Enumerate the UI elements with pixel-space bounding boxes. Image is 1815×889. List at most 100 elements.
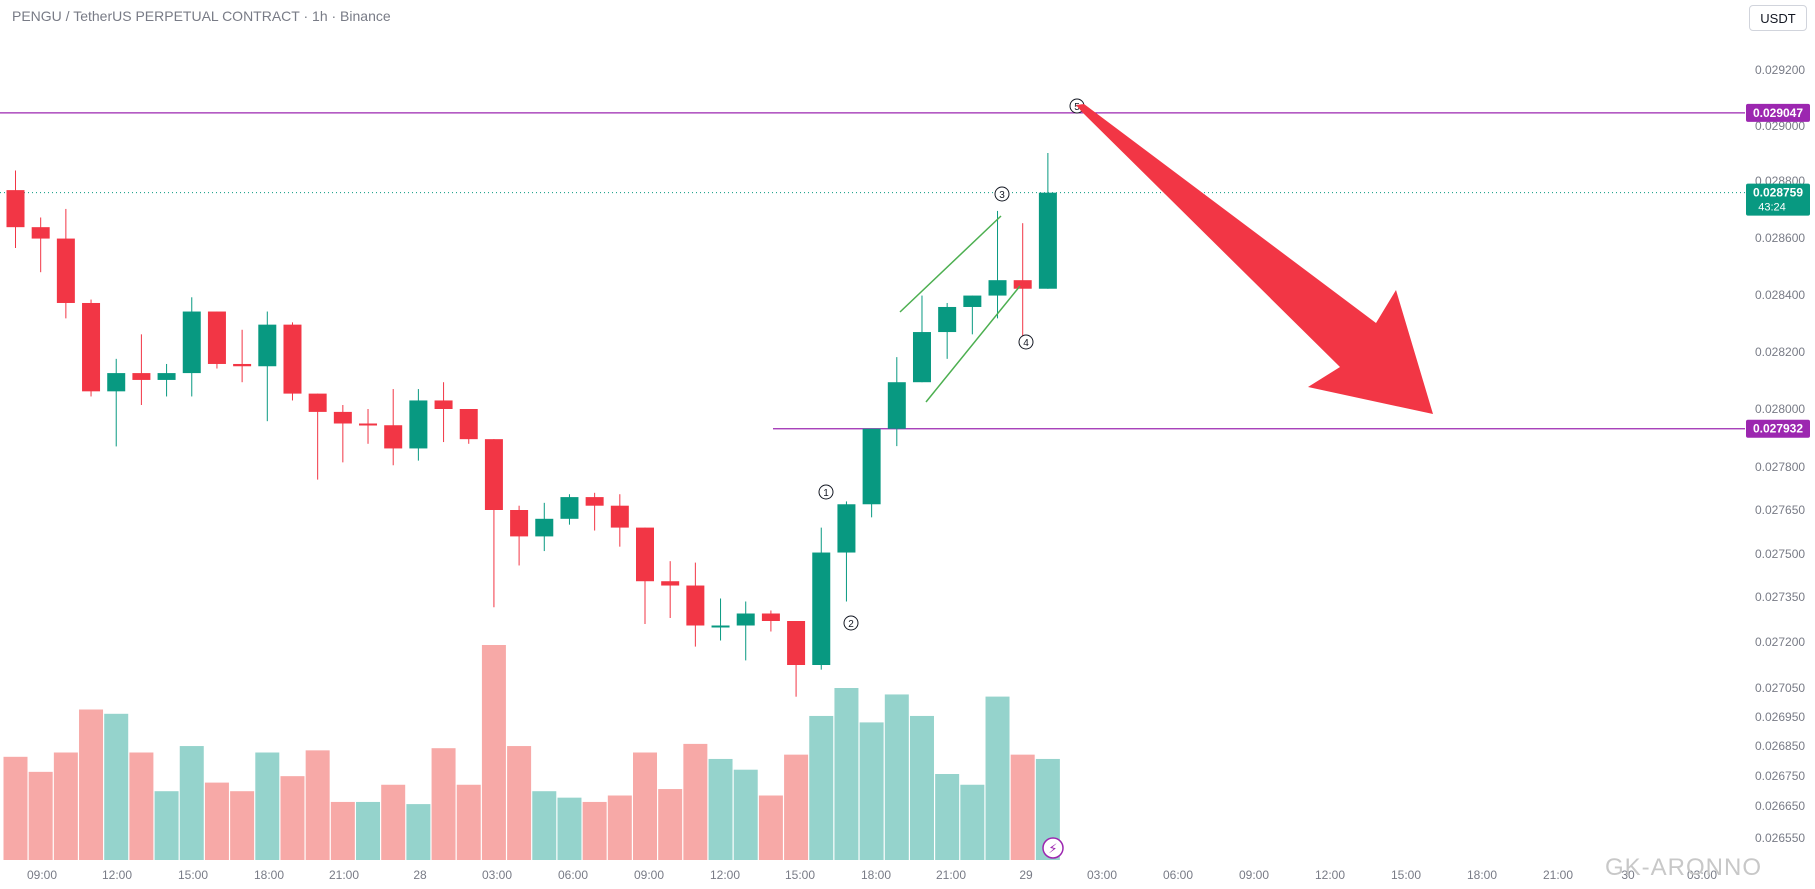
price-tick-label: 0.028000 — [1755, 402, 1805, 416]
time-tick-label: 29 — [1019, 868, 1033, 882]
candle-body[interactable] — [837, 504, 856, 553]
price-tick-label: 0.026750 — [1755, 769, 1805, 783]
candle-body[interactable] — [1038, 192, 1057, 289]
price-tick-label: 0.029000 — [1755, 119, 1805, 133]
candle-body[interactable] — [82, 302, 101, 392]
candle-body[interactable] — [585, 497, 604, 506]
candle-body[interactable] — [308, 393, 327, 412]
wave-label: 5 — [1074, 102, 1080, 113]
wave-label-circle[interactable] — [843, 615, 859, 631]
wave-label-circle[interactable] — [1018, 334, 1034, 350]
candle-body[interactable] — [988, 280, 1007, 296]
candle-body[interactable] — [6, 190, 25, 228]
volume-bar — [683, 743, 708, 860]
volume-bar — [381, 784, 406, 860]
support-price-label-bg — [1746, 419, 1810, 438]
volume-bar — [431, 748, 456, 860]
candle-body[interactable] — [359, 423, 378, 426]
time-tick-label: 03:00 — [1687, 868, 1717, 882]
candle-body[interactable] — [560, 497, 579, 519]
volume-bar — [179, 746, 204, 860]
time-tick-label: 06:00 — [1163, 868, 1193, 882]
watermark-text: GK-ARONNO — [1605, 854, 1763, 881]
candle-body[interactable] — [787, 621, 806, 665]
price-tick-label: 0.028600 — [1755, 231, 1805, 245]
time-tick-label: 18:00 — [1467, 868, 1497, 882]
volume-bar — [129, 752, 154, 860]
volume-bar — [909, 715, 934, 860]
lightning-icon-circle[interactable] — [1042, 837, 1064, 859]
volume-bar — [532, 791, 557, 860]
volume-bar — [230, 791, 255, 860]
chart-title: PENGU / TetherUS PERPETUAL CONTRACT · 1h… — [12, 8, 391, 24]
price-tick-label: 0.027500 — [1755, 547, 1805, 561]
volume-bar — [3, 756, 28, 860]
candle-body[interactable] — [761, 613, 780, 622]
price-tick-label: 0.028400 — [1755, 288, 1805, 302]
candle-body[interactable] — [711, 625, 730, 628]
volume-bar — [859, 722, 884, 860]
currency-button[interactable]: USDT — [1749, 5, 1807, 31]
lightning-icon: ⚡ — [1048, 842, 1057, 857]
candle-body[interactable] — [938, 306, 957, 333]
candle-body[interactable] — [132, 373, 151, 380]
price-tick-label: 0.027200 — [1755, 635, 1805, 649]
candle-body[interactable] — [207, 311, 226, 364]
candle-body[interactable] — [258, 324, 277, 367]
candle-body[interactable] — [409, 400, 428, 449]
candle-body[interactable] — [182, 311, 201, 374]
volume-bar — [960, 784, 985, 860]
candle-body[interactable] — [812, 552, 831, 665]
time-tick-label: 09:00 — [1239, 868, 1269, 882]
candle-body[interactable] — [384, 425, 403, 449]
wedge-lower-line[interactable] — [925, 285, 1021, 403]
price-tick-label: 0.026950 — [1755, 710, 1805, 724]
candle-body[interactable] — [862, 428, 881, 505]
candle-body[interactable] — [484, 439, 503, 510]
wave-label-circle[interactable] — [818, 484, 834, 500]
volume-bar — [28, 771, 53, 860]
volume-bar — [255, 752, 280, 860]
candle-body[interactable] — [736, 613, 755, 626]
price-tick-label: 0.026850 — [1755, 739, 1805, 753]
volume-bar — [104, 713, 129, 860]
volume-bar — [406, 804, 431, 860]
price-tick-label: 0.027050 — [1755, 681, 1805, 695]
volume-bar — [79, 709, 104, 860]
volume-bar — [1010, 754, 1035, 860]
candle-body[interactable] — [56, 238, 75, 303]
volume-bar — [507, 746, 532, 860]
price-tick-label: 0.027350 — [1755, 590, 1805, 604]
candle-body[interactable] — [686, 585, 705, 626]
price-tick-label: 0.027650 — [1755, 503, 1805, 517]
candle-body[interactable] — [459, 409, 478, 440]
volume-bar — [330, 801, 355, 860]
candle-body[interactable] — [963, 295, 982, 307]
candle-body[interactable] — [31, 227, 50, 239]
candle-body[interactable] — [233, 363, 252, 367]
candle-body[interactable] — [434, 400, 453, 409]
wave-label-circle[interactable] — [994, 186, 1010, 202]
candle-body[interactable] — [535, 518, 554, 537]
candle-body[interactable] — [912, 332, 931, 383]
candle-body[interactable] — [510, 510, 529, 537]
candle-body[interactable] — [157, 373, 176, 380]
candle-body[interactable] — [661, 581, 680, 586]
volume-bar — [733, 769, 758, 860]
wave-label: 1 — [823, 488, 829, 499]
wedge-upper-line[interactable] — [899, 215, 1002, 313]
candle-body[interactable] — [1013, 280, 1032, 289]
price-tick-label: 0.029200 — [1755, 63, 1805, 77]
last-price-label: 0.028759 — [1753, 186, 1803, 200]
volume-bar — [758, 795, 783, 860]
candle-body[interactable] — [887, 382, 906, 429]
candle-body[interactable] — [283, 324, 302, 394]
time-tick-label: 30 — [1621, 868, 1635, 882]
candle-body[interactable] — [333, 411, 352, 424]
support-price-label: 0.027932 — [1753, 422, 1803, 436]
bearish-arrow[interactable] — [1076, 104, 1433, 414]
candle-body[interactable] — [636, 527, 654, 582]
candle-body[interactable] — [610, 505, 629, 528]
candle-body[interactable] — [107, 373, 126, 392]
